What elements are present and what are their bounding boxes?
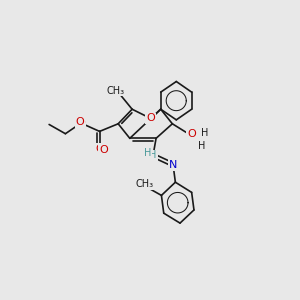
Text: O: O — [99, 145, 108, 155]
Text: O: O — [95, 144, 104, 154]
Text: N: N — [169, 160, 177, 170]
Text: O: O — [188, 129, 197, 139]
Text: CH₃: CH₃ — [106, 86, 124, 96]
Text: O: O — [146, 113, 155, 124]
Text: O: O — [146, 113, 155, 124]
Text: H: H — [144, 148, 151, 158]
Text: CH₃: CH₃ — [136, 179, 154, 189]
Text: O: O — [76, 118, 85, 128]
Text: H: H — [201, 128, 208, 138]
Text: H: H — [198, 141, 206, 151]
Text: H: H — [149, 150, 157, 161]
Text: N: N — [169, 160, 177, 170]
Text: O: O — [75, 117, 84, 127]
Text: O: O — [187, 130, 195, 140]
